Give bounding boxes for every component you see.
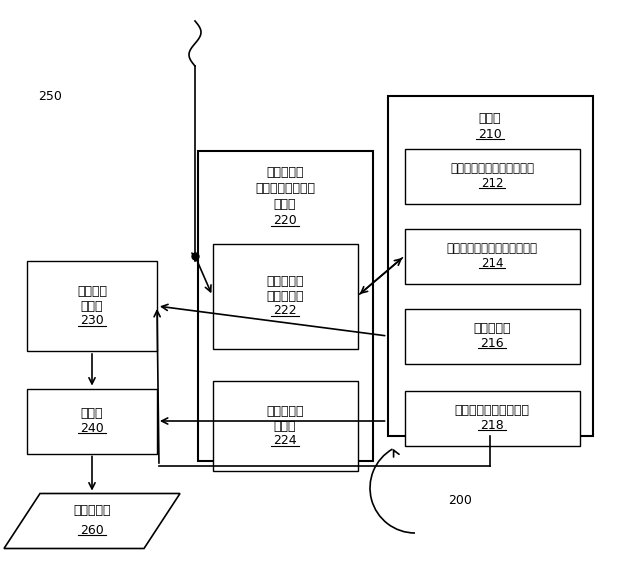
Bar: [404, 309, 579, 363]
Text: 224: 224: [273, 434, 297, 448]
Text: 260: 260: [80, 524, 104, 536]
Text: パイロット: パイロット: [473, 322, 511, 335]
Bar: [404, 391, 579, 445]
Text: 250: 250: [38, 89, 62, 103]
Text: 復号データ: 復号データ: [73, 505, 111, 517]
Text: パイロット: パイロット: [266, 405, 304, 418]
Bar: [212, 381, 358, 471]
Text: 220: 220: [273, 214, 297, 228]
Text: 200: 200: [448, 495, 472, 507]
Text: 検出器: 検出器: [274, 199, 296, 211]
Bar: [404, 229, 579, 283]
Text: メモリ: メモリ: [479, 112, 501, 124]
Polygon shape: [4, 494, 180, 548]
Text: 検出器: 検出器: [274, 419, 296, 433]
Text: リソースユニット: リソースユニット: [255, 183, 315, 195]
Bar: [404, 149, 579, 203]
Text: アクティブリソースユニット: アクティブリソースユニット: [447, 242, 538, 256]
Text: 216: 216: [480, 337, 504, 350]
Text: 240: 240: [80, 422, 104, 435]
Bar: [198, 151, 372, 461]
Text: チャネル: チャネル: [77, 285, 107, 298]
Text: 230: 230: [80, 314, 104, 327]
Text: 検出器: 検出器: [81, 407, 103, 420]
Bar: [27, 261, 157, 351]
Text: 212: 212: [481, 176, 503, 190]
Text: 推定器: 推定器: [81, 300, 103, 313]
Text: アクティブ: アクティブ: [266, 166, 304, 180]
Text: 218: 218: [480, 419, 504, 432]
Bar: [27, 388, 157, 453]
Text: アクティブパイロット: アクティブパイロット: [454, 404, 529, 417]
Text: 相関解除器: 相関解除器: [266, 290, 304, 302]
Bar: [212, 244, 358, 348]
Bar: [387, 96, 593, 436]
Text: 潜在的なリソースユニット: 潜在的なリソースユニット: [450, 162, 534, 176]
Text: 214: 214: [481, 256, 503, 270]
Text: シグネチャ: シグネチャ: [266, 275, 304, 287]
Text: 222: 222: [273, 304, 297, 317]
Text: 210: 210: [478, 127, 502, 141]
